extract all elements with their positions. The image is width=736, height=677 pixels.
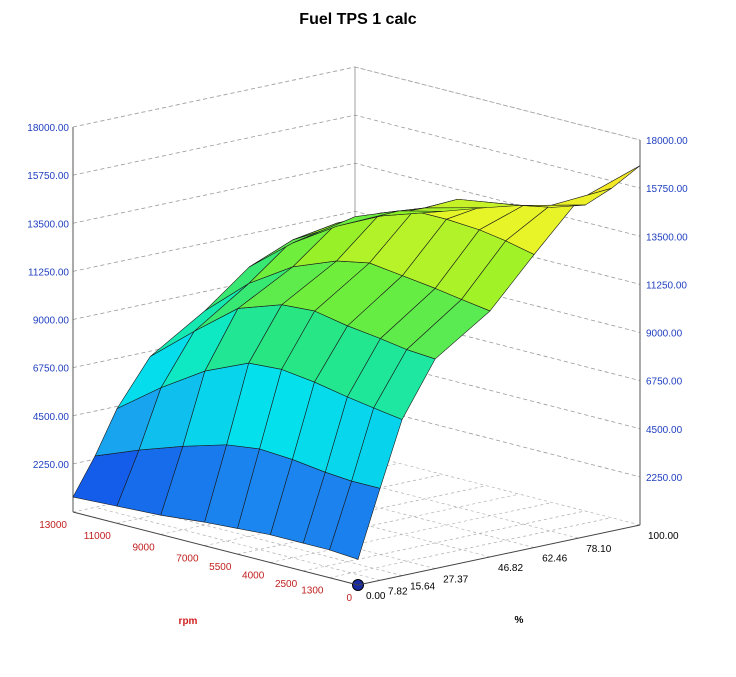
z-tick-label-left: 4500.00 bbox=[33, 412, 70, 423]
floor-gridline bbox=[249, 474, 535, 548]
tps-tick-label: 0.00 bbox=[366, 591, 386, 602]
z-tick-label-right: 11250.00 bbox=[646, 280, 687, 291]
z-tick-label-right: 2250.00 bbox=[646, 473, 683, 484]
z-tick-label-left: 9000.00 bbox=[33, 316, 70, 327]
rpm-tick-label: 13000 bbox=[39, 520, 67, 531]
axes bbox=[72, 511, 641, 586]
floor-gridline bbox=[303, 510, 586, 572]
tps-tick-label: 46.82 bbox=[498, 563, 523, 574]
z-tick-label-right: 6750.00 bbox=[646, 377, 683, 388]
tps-tick-label: 15.64 bbox=[410, 582, 435, 593]
rpm-axis bbox=[72, 511, 359, 586]
rpm-tick-label: 5500 bbox=[209, 562, 232, 573]
rpm-tick-label: 2500 bbox=[275, 579, 298, 590]
surface-cell bbox=[424, 198, 520, 209]
floor-gridline bbox=[204, 483, 491, 558]
tps-tick-label: 7.82 bbox=[388, 586, 408, 597]
floor-gridline bbox=[94, 506, 381, 581]
tps-axis bbox=[357, 524, 641, 586]
z-tick-label-left: 6750.00 bbox=[33, 364, 70, 375]
z-tick-label-left: 2250.00 bbox=[33, 460, 70, 471]
tps-axis-label: % bbox=[515, 615, 524, 626]
z-tick-label-right: 15750.00 bbox=[646, 184, 688, 195]
z-tick-label-right: 13500.00 bbox=[646, 232, 688, 243]
rpm-tick-label: 0 bbox=[346, 593, 352, 604]
z-tick-label-left: 18000.00 bbox=[27, 123, 69, 134]
floor-gridline bbox=[270, 502, 553, 563]
wall-gridline bbox=[72, 114, 641, 189]
tick-labels: 18000.00 18000.00 15750.00 15750.00 13500.00… bbox=[27, 123, 688, 604]
surface-cell bbox=[293, 210, 399, 243]
rpm-tick-label: 4000 bbox=[242, 571, 265, 582]
tps-tick-label: 62.46 bbox=[542, 554, 567, 565]
tps-tick-label: 78.10 bbox=[586, 544, 611, 555]
z-tick-label-left: 15750.00 bbox=[27, 171, 69, 182]
surface-mesh bbox=[72, 165, 641, 591]
floor-gridline bbox=[237, 493, 520, 555]
rpm-tick-label: 7000 bbox=[176, 554, 199, 565]
z-tick-label-right: 18000.00 bbox=[646, 136, 688, 147]
wall-edge bbox=[72, 66, 356, 128]
floor-gridline bbox=[354, 451, 641, 526]
z-tick-label-left: 11250.00 bbox=[28, 267, 69, 278]
tps-tick-label: 27.37 bbox=[443, 575, 468, 586]
tps-tick-label: 100.00 bbox=[648, 531, 679, 542]
rpm-axis-label: rpm bbox=[179, 616, 198, 627]
surface-cell bbox=[549, 165, 641, 207]
floor-gridline bbox=[117, 502, 403, 576]
rpm-tick-label: 9000 bbox=[132, 542, 155, 553]
z-tick-label-right: 9000.00 bbox=[646, 329, 683, 340]
rpm-tick-label: 1300 bbox=[301, 586, 324, 597]
floor-gridline bbox=[293, 464, 579, 539]
z-tick-label-left: 13500.00 bbox=[27, 219, 69, 230]
floor-gridline bbox=[150, 495, 436, 569]
wall-gridline bbox=[72, 66, 641, 141]
floor-gridline bbox=[329, 517, 612, 579]
chart-title: Fuel TPS 1 calc bbox=[299, 11, 416, 28]
wall-edge bbox=[354, 66, 641, 141]
z-tick-label-right: 4500.00 bbox=[646, 425, 683, 436]
rpm-tick-label: 11000 bbox=[84, 531, 112, 542]
